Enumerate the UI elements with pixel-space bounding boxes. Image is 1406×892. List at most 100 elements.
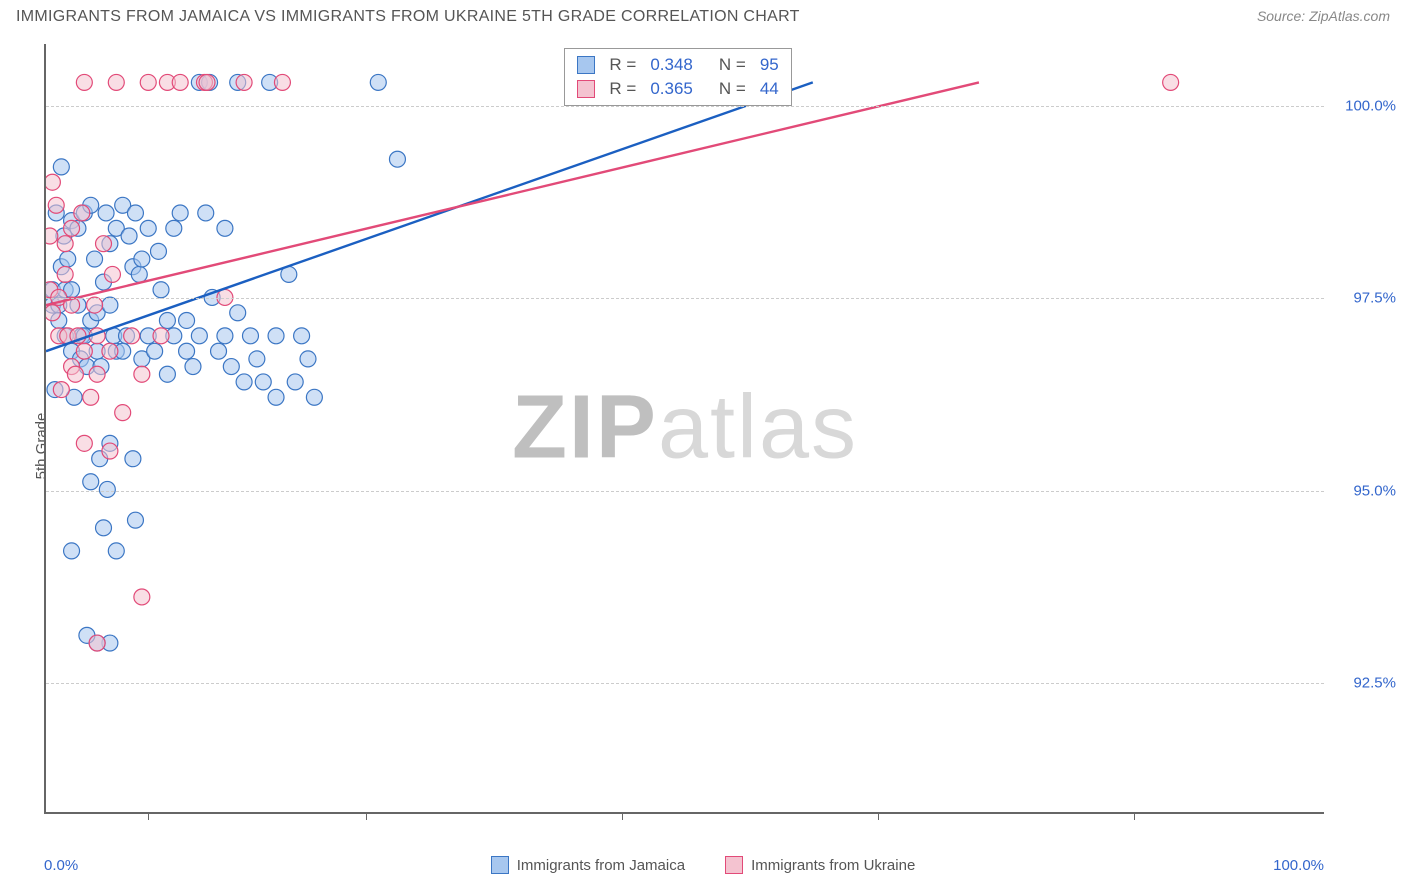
scatter-point-jamaica bbox=[127, 512, 143, 528]
scatter-point-jamaica bbox=[268, 328, 284, 344]
scatter-point-jamaica bbox=[134, 251, 150, 267]
scatter-point-jamaica bbox=[223, 359, 239, 375]
scatter-point-ukraine bbox=[87, 297, 103, 313]
legend-item-ukraine: Immigrants from Ukraine bbox=[725, 856, 915, 874]
stats-row-jamaica: R =0.348N =95 bbox=[565, 53, 790, 77]
page-title: IMMIGRANTS FROM JAMAICA VS IMMIGRANTS FR… bbox=[16, 8, 800, 26]
scatter-point-jamaica bbox=[185, 359, 201, 375]
scatter-point-jamaica bbox=[211, 343, 227, 359]
scatter-point-jamaica bbox=[83, 474, 99, 490]
scatter-point-ukraine bbox=[46, 305, 60, 321]
swatch-jamaica-icon bbox=[577, 56, 595, 74]
scatter-point-jamaica bbox=[306, 389, 322, 405]
scatter-point-ukraine bbox=[48, 197, 64, 213]
scatter-point-jamaica bbox=[255, 374, 271, 390]
scatter-point-jamaica bbox=[179, 313, 195, 329]
swatch-ukraine-icon bbox=[725, 856, 743, 874]
scatter-point-ukraine bbox=[53, 382, 69, 398]
scatter-point-ukraine bbox=[46, 174, 60, 190]
scatter-point-jamaica bbox=[242, 328, 258, 344]
source-attribution: Source: ZipAtlas.com bbox=[1257, 8, 1390, 24]
legend-item-jamaica: Immigrants from Jamaica bbox=[491, 856, 685, 874]
scatter-point-jamaica bbox=[179, 343, 195, 359]
scatter-point-jamaica bbox=[166, 220, 182, 236]
scatter-point-jamaica bbox=[87, 251, 103, 267]
scatter-point-jamaica bbox=[236, 374, 252, 390]
bottom-legend: Immigrants from Jamaica Immigrants from U… bbox=[0, 856, 1406, 874]
scatter-point-ukraine bbox=[102, 343, 118, 359]
scatter-point-ukraine bbox=[76, 343, 92, 359]
y-tick-label: 97.5% bbox=[1334, 290, 1396, 307]
x-tick-mark bbox=[366, 812, 367, 820]
r-label: R = bbox=[609, 79, 636, 99]
grid-line bbox=[46, 683, 1324, 684]
scatter-point-jamaica bbox=[108, 543, 124, 559]
scatter-point-ukraine bbox=[46, 228, 58, 244]
scatter-point-jamaica bbox=[150, 243, 166, 259]
scatter-point-jamaica bbox=[300, 351, 316, 367]
scatter-point-ukraine bbox=[57, 266, 73, 282]
scatter-point-jamaica bbox=[131, 266, 147, 282]
scatter-point-jamaica bbox=[191, 328, 207, 344]
scatter-point-jamaica bbox=[98, 205, 114, 221]
scatter-point-ukraine bbox=[1163, 74, 1179, 90]
scatter-point-ukraine bbox=[57, 236, 73, 252]
n-label: N = bbox=[719, 55, 746, 75]
scatter-point-ukraine bbox=[199, 74, 215, 90]
source-value: ZipAtlas.com bbox=[1309, 8, 1390, 24]
scatter-point-jamaica bbox=[140, 220, 156, 236]
scatter-point-jamaica bbox=[217, 328, 233, 344]
x-tick-mark bbox=[148, 812, 149, 820]
legend-label: Immigrants from Jamaica bbox=[517, 857, 685, 874]
scatter-point-ukraine bbox=[274, 74, 290, 90]
scatter-point-jamaica bbox=[127, 205, 143, 221]
n-value: 95 bbox=[760, 55, 779, 75]
grid-line bbox=[46, 298, 1324, 299]
scatter-point-jamaica bbox=[249, 351, 265, 367]
grid-line bbox=[46, 106, 1324, 107]
scatter-point-ukraine bbox=[76, 435, 92, 451]
scatter-point-jamaica bbox=[125, 451, 141, 467]
scatter-point-ukraine bbox=[124, 328, 140, 344]
stats-legend-box: R = 0.348 N = 95R = 0.365 N = 44 bbox=[564, 48, 791, 106]
scatter-point-jamaica bbox=[198, 205, 214, 221]
scatter-point-jamaica bbox=[294, 328, 310, 344]
scatter-point-ukraine bbox=[74, 205, 90, 221]
scatter-point-jamaica bbox=[64, 543, 80, 559]
scatter-point-jamaica bbox=[121, 228, 137, 244]
scatter-point-ukraine bbox=[64, 220, 80, 236]
scatter-point-jamaica bbox=[53, 159, 69, 175]
grid-line bbox=[46, 491, 1324, 492]
scatter-point-jamaica bbox=[172, 205, 188, 221]
scatter-point-ukraine bbox=[134, 366, 150, 382]
trend-line-jamaica bbox=[46, 82, 813, 351]
scatter-point-jamaica bbox=[60, 251, 76, 267]
scatter-point-jamaica bbox=[102, 297, 118, 313]
scatter-point-ukraine bbox=[104, 266, 120, 282]
stats-row-ukraine: R = 0.365 N = 44 bbox=[565, 77, 790, 101]
scatter-plot: ZIPatlas R =0.348N =95R =0.365N =44 92.5… bbox=[44, 44, 1324, 814]
scatter-point-jamaica bbox=[268, 389, 284, 405]
swatch-jamaica-icon bbox=[491, 856, 509, 874]
y-tick-label: 92.5% bbox=[1334, 675, 1396, 692]
scatter-point-jamaica bbox=[230, 305, 246, 321]
scatter-point-ukraine bbox=[108, 74, 124, 90]
scatter-point-ukraine bbox=[89, 635, 105, 651]
scatter-point-ukraine bbox=[83, 389, 99, 405]
x-tick-mark bbox=[878, 812, 879, 820]
scatter-point-ukraine bbox=[96, 236, 112, 252]
scatter-point-jamaica bbox=[370, 74, 386, 90]
r-value: 0.365 bbox=[650, 79, 693, 99]
r-value: 0.348 bbox=[650, 55, 693, 75]
n-label: N = bbox=[719, 79, 746, 99]
scatter-point-jamaica bbox=[153, 282, 169, 298]
scatter-point-ukraine bbox=[89, 366, 105, 382]
scatter-point-jamaica bbox=[287, 374, 303, 390]
y-tick-label: 95.0% bbox=[1334, 482, 1396, 499]
n-value: 44 bbox=[760, 79, 779, 99]
scatter-point-jamaica bbox=[96, 520, 112, 536]
scatter-point-jamaica bbox=[217, 220, 233, 236]
scatter-point-ukraine bbox=[115, 405, 131, 421]
scatter-point-ukraine bbox=[67, 366, 83, 382]
scatter-point-jamaica bbox=[159, 313, 175, 329]
